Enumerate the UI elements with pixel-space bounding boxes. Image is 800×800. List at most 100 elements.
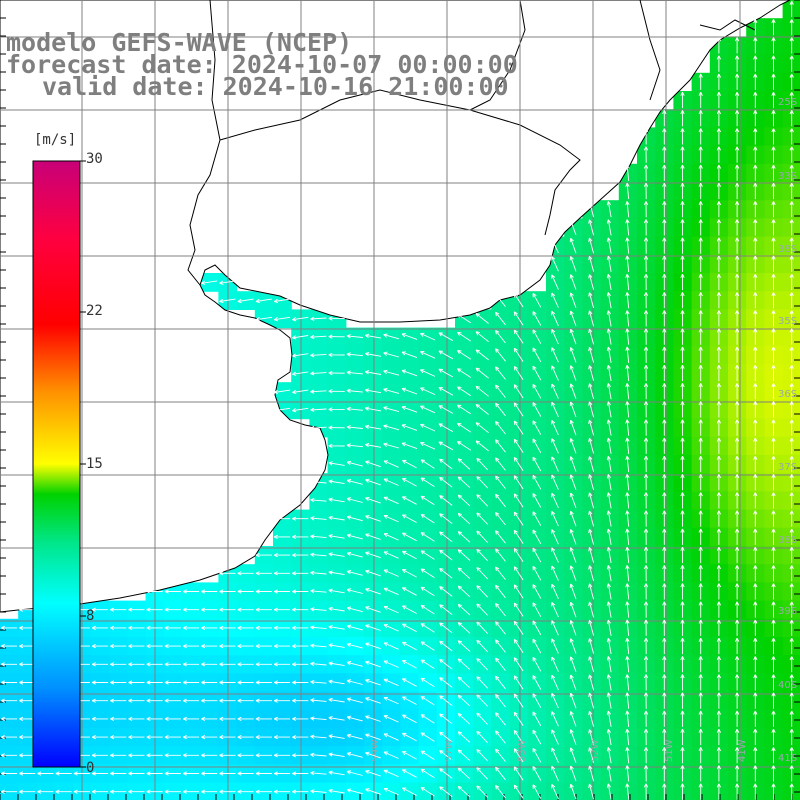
wind-arrow [146,680,163,685]
wind-arrow [255,589,272,594]
wind-arrow [255,662,272,667]
wind-arrow [551,656,559,672]
wind-arrow [383,605,399,614]
wind-arrow [662,110,667,127]
wind-arrow [680,419,685,436]
wind-cell [382,782,401,800]
wind-arrow [569,347,577,363]
wind-arrow [551,547,559,563]
wind-arrow [734,110,740,127]
wind-arrow [201,734,218,740]
wind-arrow [753,55,758,72]
wind-arrow [475,349,489,361]
wind-arrow [237,680,254,685]
wind-arrow [680,110,685,127]
wind-arrow [273,771,291,776]
wind-arrow [128,698,145,703]
wind-arrow [364,351,382,357]
wind-arrow [532,383,542,399]
wind-arrow [625,492,630,509]
wind-arrow [789,583,794,600]
title-valid-date: valid date: 2024-10-16 21:00:00 [42,72,509,101]
wind-arrow [292,407,309,413]
wind-arrow [680,510,685,527]
wind-arrow [439,531,453,543]
wind-arrow [551,784,559,800]
wind-arrow [734,73,740,90]
wind-arrow [439,677,453,688]
wind-arrow [383,660,399,668]
wind-arrow [771,383,776,400]
wind-arrow [219,771,236,776]
wind-arrow [753,528,758,545]
wind-arrow [164,680,181,685]
wind-arrow [328,407,345,412]
wind-arrow [569,237,577,254]
axis-labels: 25S 33S 38S 35S 36S 37S 38S 39S 40S 41S 59W 57W 53W 5… [370,97,797,764]
wind-arrow [402,550,417,560]
wind-arrow [662,310,667,327]
wind-arrow [457,749,471,762]
wind-cell [509,782,529,800]
wind-arrow [383,351,400,358]
wind-arrow [588,292,595,309]
wind-arrow [383,733,399,741]
wind-arrow [643,710,649,727]
wind-arrow [551,401,559,417]
wind-arrow [753,164,758,181]
wind-arrow [146,734,163,740]
wind-arrow [606,546,612,564]
wind-arrow [551,292,559,308]
wind-cell [473,782,492,800]
wind-arrow [401,369,418,377]
wind-arrow [643,674,649,691]
wind-arrow [328,643,345,648]
wind-arrow [771,128,776,145]
wind-arrow [475,367,489,379]
wind-arrow [0,643,18,649]
wind-arrow [643,164,649,181]
wind-arrow [365,751,381,759]
wind-arrow [551,583,559,599]
wind-arrow [569,401,577,418]
wind-arrow [588,783,595,800]
wind-arrow [328,661,345,667]
wind-arrow [753,747,758,764]
wind-arrow [734,146,740,163]
wind-arrow [420,532,435,542]
wind-arrow [680,146,685,163]
wind-arrow [365,697,381,704]
wind-arrow [771,583,776,600]
wind-arrow [328,443,345,449]
wind-arrow [588,365,595,381]
wind-arrow [662,656,667,673]
wind-arrow [771,182,776,200]
wind-arrow [110,716,127,722]
wind-arrow [513,457,524,472]
wind-arrow [476,494,489,507]
wind-arrow [643,310,649,327]
border-line [469,0,756,111]
wind-arrow [439,731,453,743]
wind-arrow [292,316,309,322]
wind-arrow [753,601,758,618]
wind-arrow [182,771,200,776]
wind-arrow [716,619,722,636]
wind-arrow [588,456,595,472]
lat-label: 25S [778,97,797,108]
wind-arrow [201,716,218,722]
wind-arrow [457,713,471,725]
wind-arrow [475,313,489,324]
wind-arrow [91,716,109,722]
wind-arrow [383,769,399,778]
wind-arrow [457,476,471,489]
wind-arrow [310,534,327,539]
wind-arrow [606,255,612,272]
wind-arrow [495,384,506,398]
wind-arrow [606,492,612,509]
wind-arrow [402,714,417,724]
wind-arrow [625,237,630,254]
wind-arrow [513,493,524,508]
wind-arrow [495,530,506,544]
